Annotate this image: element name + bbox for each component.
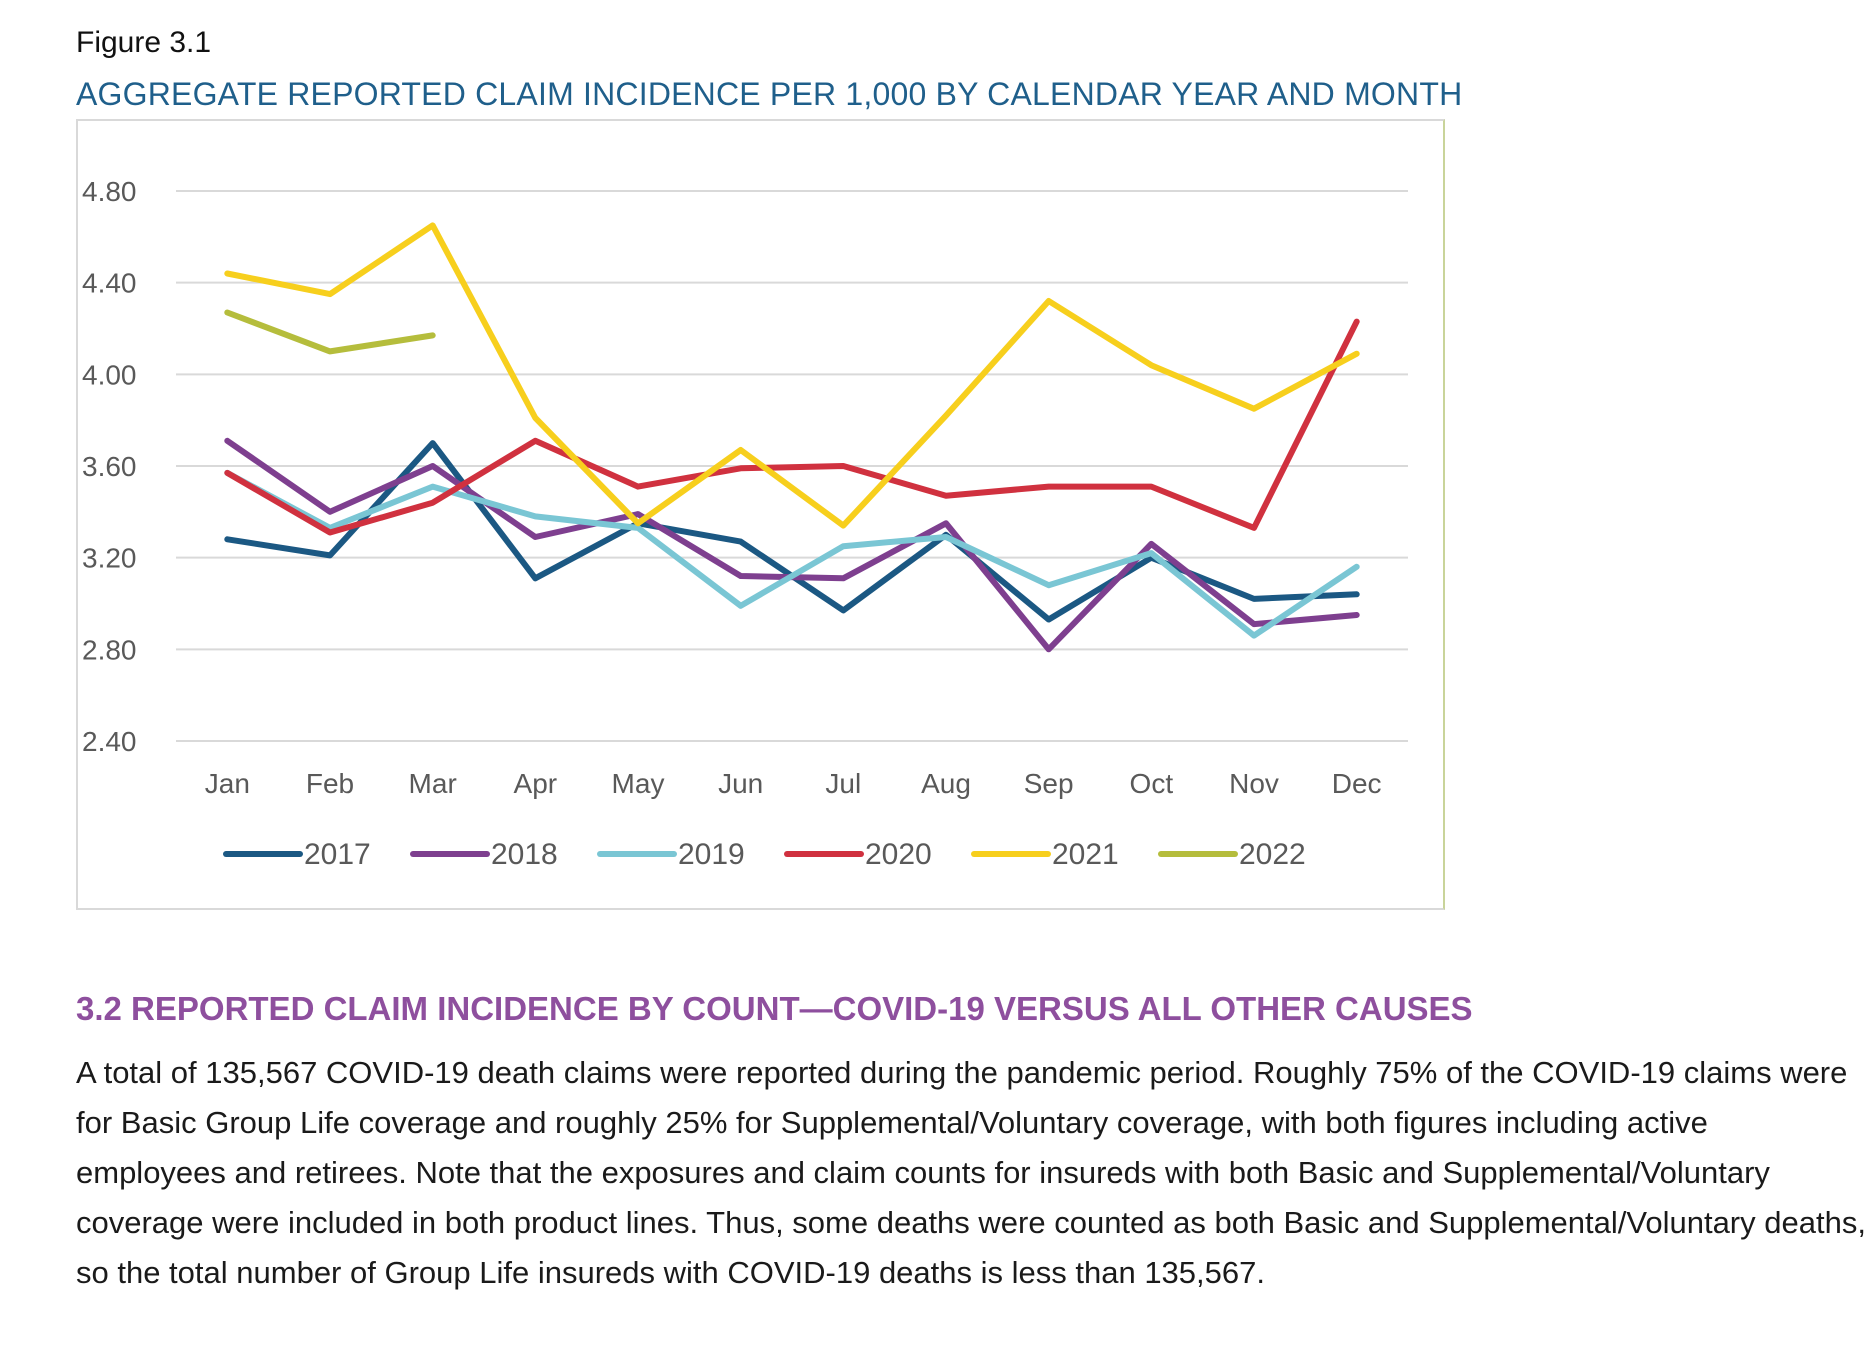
x-tick-label: Feb [306,768,354,799]
body-paragraph: A total of 135,567 COVID-19 death claims… [76,1055,1866,1290]
chart-frame: 2.40 2.80 3.20 3.60 4.00 4.40 4.80 Jan Feb Mar Ap… [76,119,1445,910]
x-axis-ticks: Jan Feb Mar Apr May Jun Jul Aug Sep Oct Nov Dec [205,768,1382,799]
legend-label: 2020 [865,838,932,871]
legend: 2017 2018 2019 2020 2021 2022 [223,838,1306,871]
y-tick-label: 2.40 [82,726,137,757]
x-tick-label: Oct [1130,768,1174,799]
series-lines [224,222,1360,653]
legend-label: 2017 [304,838,371,871]
x-tick-label: Dec [1332,768,1382,799]
y-tick-label: 2.80 [82,634,137,665]
figure-label: Figure 3.1 [76,26,212,59]
series-line-2019 [224,469,1360,639]
y-tick-label: 4.00 [82,359,137,390]
x-tick-label: Jan [205,768,250,799]
series-line-2020 [224,318,1360,536]
line-chart: 2.40 2.80 3.20 3.60 4.00 4.40 4.80 Jan Feb Mar Ap… [82,176,1408,871]
figure-title: AGGREGATE REPORTED CLAIM INCIDENCE PER 1… [76,76,1463,112]
legend-label: 2021 [1052,838,1119,871]
x-tick-label: Aug [921,768,971,799]
y-tick-label: 4.40 [82,268,137,299]
series-line-2022 [224,309,436,355]
series-line-2018 [224,437,1360,653]
y-tick-label: 3.60 [82,451,137,482]
legend-label: 2022 [1239,838,1306,871]
y-tick-label: 3.20 [82,543,137,574]
x-tick-label: Nov [1229,768,1279,799]
series-line-2021 [224,222,1360,529]
gridlines [176,190,1408,742]
x-tick-label: Mar [409,768,457,799]
section-heading: 3.2 REPORTED CLAIM INCIDENCE BY COUNT—CO… [76,990,1473,1027]
x-tick-label: Jun [718,768,763,799]
legend-label: 2018 [491,838,558,871]
x-tick-label: Apr [514,768,558,799]
legend-label: 2019 [678,838,745,871]
x-tick-label: May [612,768,665,799]
y-tick-label: 4.80 [82,176,137,207]
x-tick-label: Jul [825,768,861,799]
y-axis-ticks: 2.40 2.80 3.20 3.60 4.00 4.40 4.80 [82,176,137,757]
x-tick-label: Sep [1024,768,1074,799]
